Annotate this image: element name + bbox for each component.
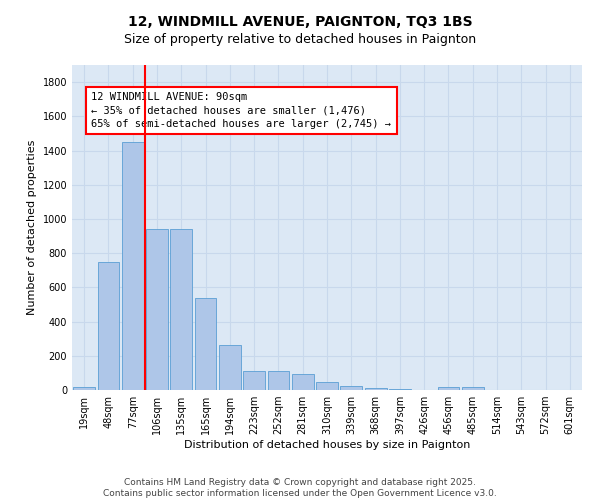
Text: Size of property relative to detached houses in Paignton: Size of property relative to detached ho… [124, 32, 476, 46]
Bar [97, 262, 119, 390]
Bar [462, 388, 484, 390]
Bar [316, 382, 338, 390]
Text: Contains HM Land Registry data © Crown copyright and database right 2025.
Contai: Contains HM Land Registry data © Crown c… [103, 478, 497, 498]
Text: 12 WINDMILL AVENUE: 90sqm
← 35% of detached houses are smaller (1,476)
65% of se: 12 WINDMILL AVENUE: 90sqm ← 35% of detac… [91, 92, 391, 129]
X-axis label: Distribution of detached houses by size in Paignton: Distribution of detached houses by size … [184, 440, 470, 450]
Bar [437, 386, 460, 390]
Bar [340, 386, 362, 390]
Bar [122, 142, 143, 390]
Bar [243, 371, 265, 390]
Text: 12, WINDMILL AVENUE, PAIGNTON, TQ3 1BS: 12, WINDMILL AVENUE, PAIGNTON, TQ3 1BS [128, 15, 472, 29]
Bar [268, 371, 289, 390]
Bar [73, 386, 95, 390]
Bar [219, 344, 241, 390]
Bar [194, 298, 217, 390]
Bar [365, 388, 386, 390]
Bar [292, 374, 314, 390]
Bar [389, 389, 411, 390]
Y-axis label: Number of detached properties: Number of detached properties [27, 140, 37, 315]
Bar [146, 229, 168, 390]
Bar [170, 229, 192, 390]
